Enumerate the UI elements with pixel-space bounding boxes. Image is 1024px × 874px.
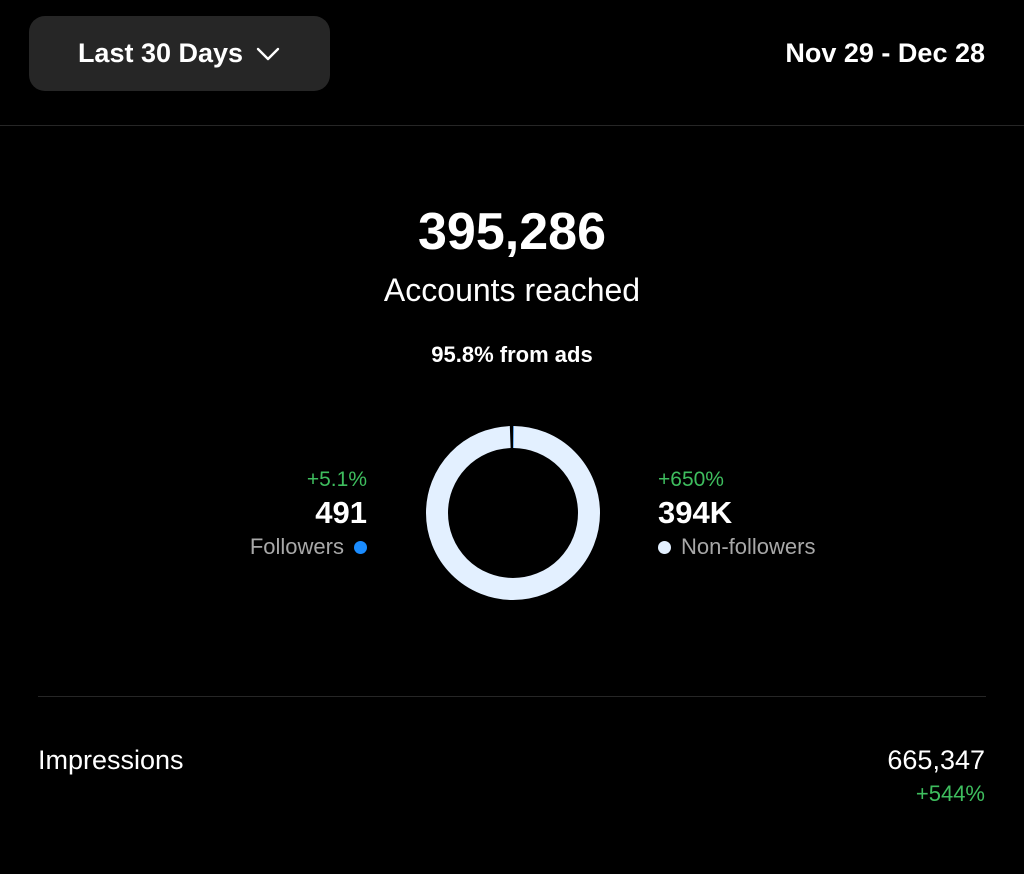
donut-slice-non-followers <box>426 426 600 600</box>
accounts-reached-total: 395,286 <box>418 203 606 261</box>
impressions-label: Impressions <box>38 745 184 775</box>
section-divider <box>38 696 986 697</box>
impressions-value: 665,347 <box>887 745 985 775</box>
header-divider <box>0 125 1024 126</box>
date-range-text: Nov 29 - Dec 28 <box>785 38 985 68</box>
impressions-delta: +544% <box>915 781 985 806</box>
followers-value: 491 <box>315 495 367 530</box>
ads-share-text: 95.8% from ads <box>431 342 593 367</box>
accounts-reached-label: Accounts reached <box>383 272 641 308</box>
non-followers-delta: +650% <box>658 468 724 491</box>
date-range-dropdown-label: Last 30 Days <box>77 38 244 68</box>
non-followers-value: 394K <box>658 495 733 530</box>
followers-stat: +5.1% 491 Followers <box>250 466 367 562</box>
non-followers-legend-dot <box>658 540 671 554</box>
followers-delta: +5.1% <box>306 468 367 491</box>
non-followers-legend-label: Non-followers <box>681 534 816 559</box>
followers-legend-dot <box>354 540 367 554</box>
non-followers-legend: Non-followers <box>658 532 816 562</box>
reach-donut-chart <box>426 426 600 600</box>
date-range-dropdown-button[interactable]: Last 30 Days <box>29 16 330 91</box>
followers-legend: Followers <box>250 532 367 562</box>
followers-legend-label: Followers <box>249 534 344 559</box>
non-followers-stat: +650% 394K Non-followers <box>658 466 816 562</box>
chevron-down-icon <box>256 47 280 60</box>
donut-slice-followers <box>426 426 600 600</box>
